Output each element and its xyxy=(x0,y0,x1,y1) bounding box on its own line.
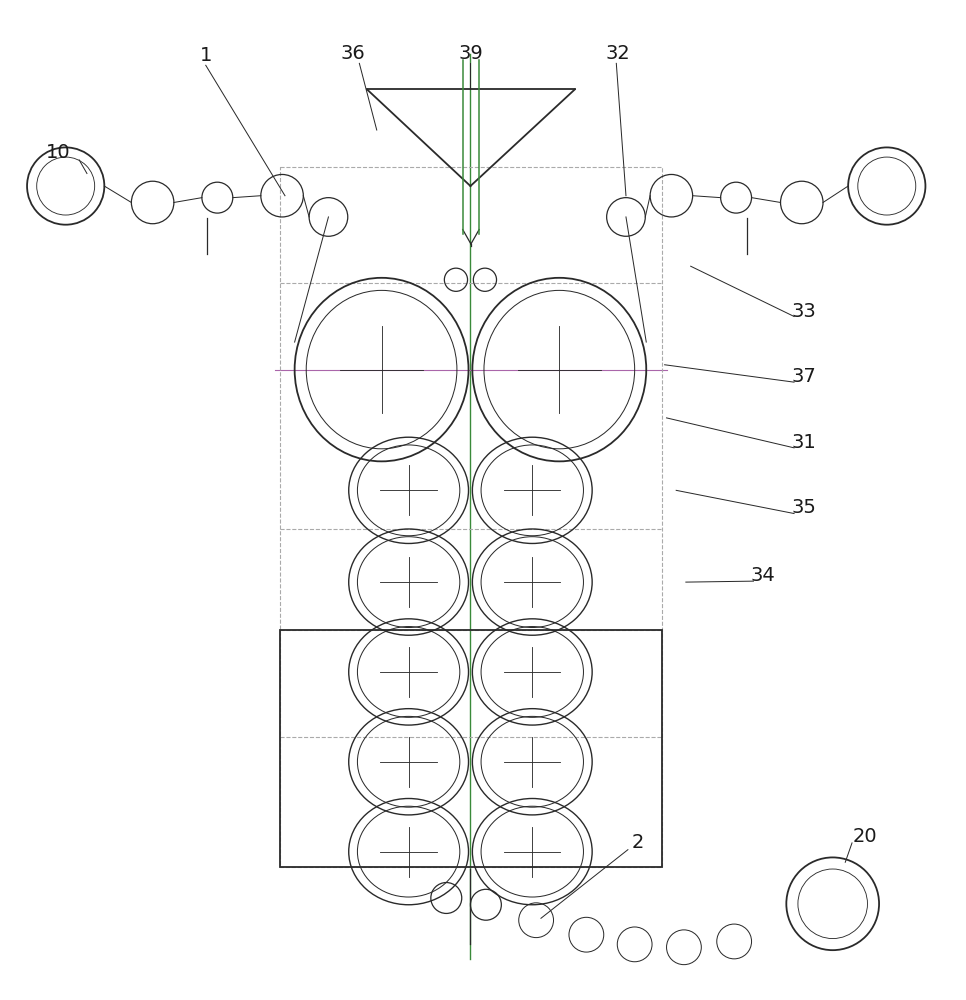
Text: 20: 20 xyxy=(852,827,877,846)
Text: 33: 33 xyxy=(791,302,816,321)
Text: 39: 39 xyxy=(458,44,483,63)
Text: 35: 35 xyxy=(791,498,816,517)
Text: 2: 2 xyxy=(632,833,643,852)
Bar xyxy=(280,167,662,867)
Bar xyxy=(280,630,662,867)
Text: 34: 34 xyxy=(751,566,776,585)
Text: 37: 37 xyxy=(791,367,816,386)
Text: 31: 31 xyxy=(791,433,816,452)
Text: 36: 36 xyxy=(340,44,365,63)
Text: 10: 10 xyxy=(45,143,71,162)
Text: 1: 1 xyxy=(200,46,212,65)
Text: 32: 32 xyxy=(606,44,631,63)
